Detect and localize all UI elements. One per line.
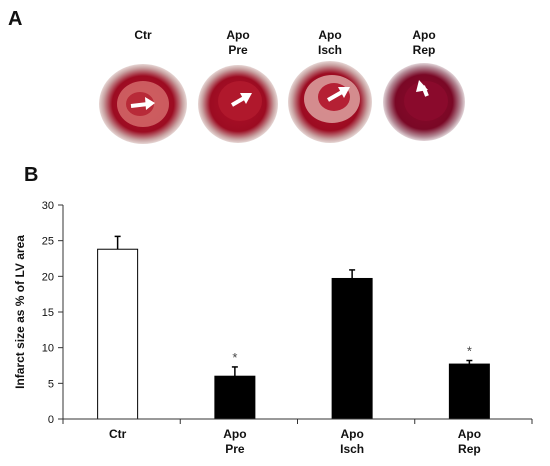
heart-slice-apo-rep <box>383 63 465 141</box>
y-tick-label: 30 <box>42 200 54 212</box>
slice-label-ctr: Ctr <box>103 28 183 43</box>
y-tick-label: 20 <box>42 271 54 283</box>
y-axis-label: Infarct size as % of LV area <box>13 235 27 389</box>
significance-marker: * <box>232 350 237 365</box>
heart-slice-apo-isch <box>288 61 372 143</box>
y-axis: 0 5 10 15 20 25 30 <box>42 200 64 426</box>
x-tick-label-line2: Isch <box>340 442 364 456</box>
bar <box>331 277 373 420</box>
y-tick-label: 10 <box>42 343 54 355</box>
panel-a-label: A <box>8 8 23 30</box>
slice-label-line1: Apo <box>318 28 342 42</box>
y-tick-label: 5 <box>48 378 54 390</box>
x-tick-label: Ctr <box>109 427 127 441</box>
bar <box>97 248 139 420</box>
bar <box>214 375 256 420</box>
y-tick-label: 25 <box>42 236 54 248</box>
x-tick-label: Apo <box>458 427 481 441</box>
y-tick-label: 15 <box>42 307 54 319</box>
bar <box>448 363 490 420</box>
slice-label-line1: Apo <box>226 28 250 42</box>
x-tick-label-line2: Pre <box>225 442 245 456</box>
slice-label-apo-rep: Apo Rep <box>384 28 464 58</box>
slice-label-apo-isch: Apo Isch <box>290 28 370 58</box>
x-tick-label-line2: Rep <box>458 442 481 456</box>
panel-b-label: B <box>24 164 39 186</box>
slice-label-line2: Pre <box>228 43 248 57</box>
slice-label-line2: Rep <box>412 43 436 57</box>
heart-slice-apo-pre <box>198 65 278 143</box>
heart-slice-ctr <box>99 64 187 144</box>
slice-label-line1: Apo <box>412 28 436 42</box>
bars: * * <box>97 235 490 420</box>
x-tick-label: Apo <box>340 427 363 441</box>
y-tick-label: 0 <box>48 414 54 426</box>
significance-marker: * <box>467 344 472 359</box>
slice-label-line2: Isch <box>317 43 342 57</box>
heart-slices-photo <box>99 61 465 144</box>
slice-label-apo-pre: Apo Pre <box>198 28 278 58</box>
x-tick-label: Apo <box>223 427 246 441</box>
slice-label-line1: Ctr <box>134 28 152 42</box>
